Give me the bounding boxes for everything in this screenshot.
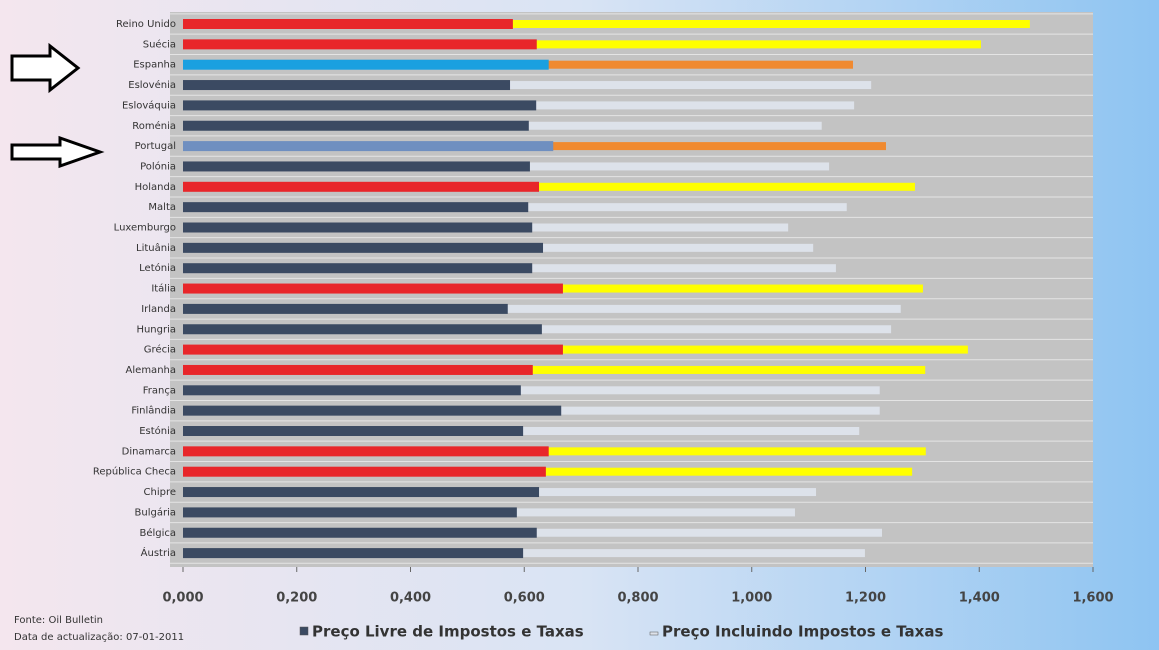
y-tick-label: Malta <box>148 202 176 213</box>
y-tick-label: Lituânia <box>136 242 176 254</box>
x-tick-label: 0,200 <box>276 591 317 606</box>
x-tick-label: 0,400 <box>390 591 431 606</box>
bar <box>183 81 872 90</box>
bar <box>183 548 524 559</box>
bar <box>183 446 549 457</box>
y-tick-label: Polónia <box>140 160 176 172</box>
y-tick-label: Bulgária <box>135 506 176 518</box>
y-tick-label: Itália <box>151 283 176 295</box>
bar <box>183 344 563 355</box>
bar <box>183 100 537 111</box>
bar <box>183 507 517 518</box>
bar <box>183 447 926 456</box>
bar <box>183 364 533 375</box>
x-tick-label: 1,200 <box>845 591 886 606</box>
bar <box>183 466 546 477</box>
bar <box>183 549 865 558</box>
x-tick-label: 1,400 <box>959 591 1000 606</box>
arrow <box>10 42 105 169</box>
x-tick-label: 1,000 <box>731 591 772 606</box>
legend-label: Preço Incluindo Impostos e Taxas <box>662 623 943 641</box>
bar <box>183 324 542 335</box>
bar <box>183 467 913 476</box>
bar <box>183 386 880 395</box>
x-tick-label: 0,000 <box>162 591 203 606</box>
y-tick-label: Letónia <box>139 262 176 274</box>
x-tick-label: 0,600 <box>504 591 545 606</box>
y-tick-label: Portugal <box>135 141 176 152</box>
bar <box>183 40 981 49</box>
legend-swatch <box>299 626 309 636</box>
legend-swatch <box>649 631 659 636</box>
x-tick-label: 0,800 <box>617 591 658 606</box>
bar <box>183 80 511 91</box>
y-tick-label: Dinamarca <box>122 446 176 457</box>
y-tick-label: Roménia <box>132 120 176 132</box>
bar <box>183 263 533 274</box>
y-tick-label: Áustria <box>141 546 176 559</box>
bar <box>183 120 529 131</box>
bar <box>183 181 540 192</box>
y-tick-label: Irlanda <box>141 304 176 315</box>
x-tick-label: 1,600 <box>1072 591 1113 606</box>
bar <box>183 242 544 253</box>
y-tick-label: Estónia <box>139 425 176 437</box>
y-tick-label: França <box>143 385 176 396</box>
bar <box>183 182 915 191</box>
update-date: Data de actualização: 07-01-2011 <box>14 632 184 643</box>
bar <box>183 426 524 436</box>
y-tick-label: Grécia <box>144 344 176 356</box>
bar <box>183 365 926 374</box>
y-tick-label: Chipre <box>144 487 177 498</box>
y-tick-label: Suécia <box>143 38 176 50</box>
bar <box>183 202 529 213</box>
source: Fonte: Oil Bulletin <box>14 615 103 626</box>
bar <box>183 161 530 172</box>
bar <box>183 39 537 50</box>
bar <box>183 20 1030 28</box>
y-tick-label: República Checa <box>93 466 176 478</box>
y-tick-label: Reino Unido <box>116 19 176 30</box>
bar <box>183 405 562 416</box>
bar <box>183 19 513 29</box>
y-tick-label: Hungria <box>136 324 176 335</box>
bar <box>183 141 554 152</box>
y-tick-label: Holanda <box>135 182 176 193</box>
y-tick-label: Eslováquia <box>122 99 176 111</box>
bar <box>183 385 521 396</box>
bar <box>183 304 901 313</box>
y-tick-label: Espanha <box>133 60 176 71</box>
y-tick-label: Finlândia <box>131 405 176 417</box>
y-tick-label: Eslovénia <box>128 79 176 91</box>
y-tick-label: Alemanha <box>126 365 176 376</box>
legend-label: Preço Livre de Impostos e Taxas <box>312 623 584 641</box>
bar <box>183 222 533 233</box>
bar <box>183 283 563 294</box>
bar <box>183 345 968 354</box>
bar <box>183 487 540 498</box>
bar <box>183 527 537 538</box>
bar <box>183 59 549 70</box>
bar <box>183 303 508 314</box>
y-tick-label: Luxemburgo <box>114 223 176 234</box>
y-tick-label: Bélgica <box>139 527 176 539</box>
